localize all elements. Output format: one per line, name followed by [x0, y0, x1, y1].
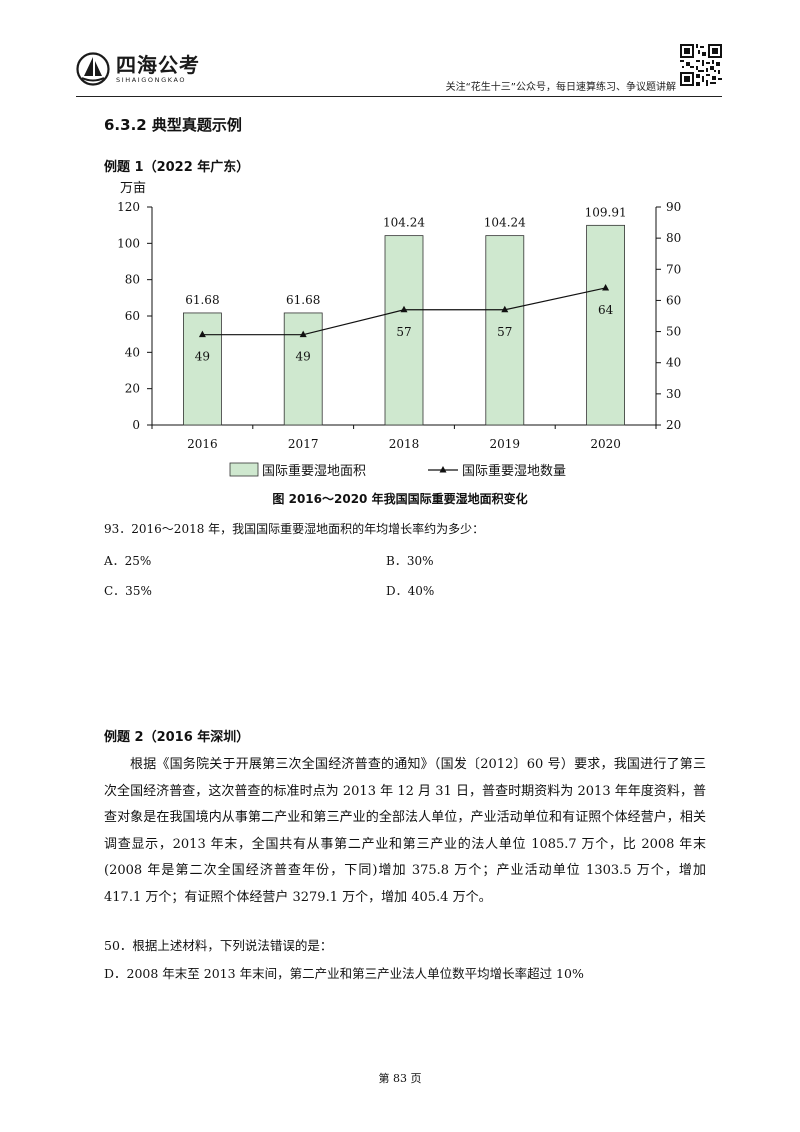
line-value-label: 57: [497, 325, 512, 339]
option-a: A．25%: [104, 554, 152, 568]
right-tick-label: 50: [666, 325, 681, 339]
right-tick-label: 70: [666, 262, 681, 276]
bar-wetland-area: [384, 235, 424, 426]
x-tick-label: 2016: [187, 437, 218, 451]
header-note: 关注“花生十三”公众号，每日速算练习、争议题讲解: [445, 82, 676, 93]
sailboat-logo-icon: [76, 52, 110, 86]
bar-value-label: 104.24: [383, 216, 425, 230]
line-value-label: 57: [396, 325, 411, 339]
x-tick-label: 2017: [288, 437, 319, 451]
option-c: C．35%: [104, 584, 152, 598]
right-tick-label: 80: [666, 231, 681, 245]
line-point-marker: [198, 330, 206, 338]
legend-line-label: 国际重要湿地数量: [462, 463, 566, 479]
right-tick-label: 30: [666, 387, 681, 401]
example2-title: 例题 2（2016 年深圳）: [104, 730, 250, 745]
legend-bar-label: 国际重要湿地面积: [262, 463, 366, 479]
right-tick-label: 90: [666, 200, 681, 214]
bar-value-label: 104.24: [484, 216, 526, 230]
bar-wetland-area: [183, 312, 222, 426]
line-point-marker: [602, 283, 610, 291]
example2-paragraph: 根据《国务院关于开展第三次全国经济普查的通知》（国发〔2012〕60 号）要求，…: [104, 752, 706, 912]
left-tick-label: 60: [125, 309, 140, 323]
left-tick-label: 0: [132, 418, 140, 432]
bar-value-label: 61.68: [185, 293, 219, 307]
bar-value-label: 61.68: [286, 293, 320, 307]
line-value-label: 49: [296, 350, 311, 364]
example2-paragraph-text: 根据《国务院关于开展第三次全国经济普查的通知》（国发〔2012〕60 号）要求，…: [104, 757, 706, 905]
brand-logo: 四海公考 SIHAIGONGKAO: [76, 52, 200, 86]
question-93: 93．2016～2018 年，我国国际重要湿地面积的年均增长率约为多少：: [104, 522, 485, 536]
line-point-marker: [299, 330, 307, 338]
bar-value-label: 109.91: [585, 205, 627, 219]
logo-chinese-text: 四海公考: [116, 52, 200, 77]
line-point-marker: [400, 305, 408, 313]
legend-bar-swatch: [229, 462, 259, 477]
left-tick-label: 120: [117, 200, 140, 214]
section-title: 6.3.2 典型真题示例: [104, 116, 242, 134]
x-tick-label: 2018: [389, 437, 420, 451]
example1-title: 例题 1（2022 年广东）: [104, 160, 250, 175]
right-tick-label: 40: [666, 356, 681, 370]
bar-wetland-area: [283, 312, 323, 426]
left-tick-label: 40: [125, 345, 140, 359]
qr-code-icon: [680, 44, 722, 86]
x-tick-label: 2020: [590, 437, 621, 451]
bar-wetland-area: [586, 224, 626, 426]
option-d: D．40%: [386, 584, 435, 598]
right-tick-label: 20: [666, 418, 681, 432]
page-number: 第 83 页: [378, 1072, 422, 1085]
wetland-chart: 万亩 0 20 40 60 80 100 120 20 30 40 50 60 70 80 90 2016 201…: [100, 178, 700, 510]
question-50: 50．根据上述材料，下列说法错误的是：: [104, 938, 333, 953]
bar-wetland-area: [485, 235, 525, 426]
question-50-option-d: D．2008 年末至 2013 年末间，第二产业和第三产业法人单位数平均增长率超…: [104, 966, 584, 981]
left-tick-label: 20: [125, 382, 140, 396]
chart-caption: 图 2016～2020 年我国国际重要湿地面积变化: [272, 492, 528, 506]
option-b: B．30%: [386, 554, 434, 568]
header-divider: [76, 96, 722, 97]
x-tick-label: 2019: [490, 437, 521, 451]
page-header: 四海公考 SIHAIGONGKAO 关注“花生十三”公众号，每日速算练习、争议题…: [0, 0, 800, 100]
line-value-label: 49: [195, 350, 210, 364]
legend-line-marker: [439, 466, 447, 473]
left-axis-unit: 万亩: [120, 180, 146, 196]
line-value-label: 64: [598, 303, 614, 317]
left-tick-label: 100: [117, 236, 140, 250]
right-tick-label: 60: [666, 293, 681, 307]
chart-svg: 万亩 0 20 40 60 80 100 120 20 30 40 50 60 70 80 90 2016 201…: [117, 180, 681, 479]
logo-english-text: SIHAIGONGKAO: [116, 75, 187, 84]
line-point-marker: [501, 305, 509, 313]
left-tick-label: 80: [125, 273, 140, 287]
